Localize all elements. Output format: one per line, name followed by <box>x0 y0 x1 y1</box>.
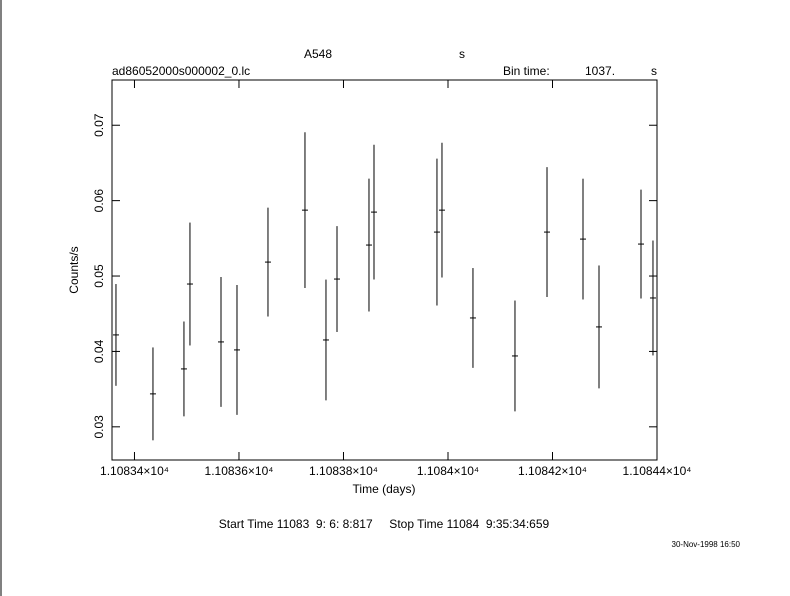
plot-frame <box>111 79 658 461</box>
y-tick-label: 0.07 <box>92 113 106 137</box>
x-tick-label: 1.10844×10⁴ <box>623 464 692 478</box>
footer: Start Time 11083 9: 6: 8:817 Stop Time 1… <box>219 517 550 531</box>
bin-unit: s <box>651 64 657 78</box>
date-stamp: 30-Nov-1998 16:50 <box>672 540 741 549</box>
subtitle: ad86052000s000002_0.lc <box>112 64 250 78</box>
title-unit: s <box>459 47 465 61</box>
x-tick-label: 1.1084×10⁴ <box>417 464 479 478</box>
bin-value: 1037. <box>585 64 615 78</box>
x-tick-label: 1.10836×10⁴ <box>205 464 274 478</box>
y-tick-label: 0.03 <box>92 415 106 439</box>
y-tick-label: 0.05 <box>92 264 106 288</box>
y-tick-label: 0.06 <box>92 189 106 213</box>
bin-label: Bin time: <box>503 64 550 78</box>
x-tick-label: 1.10834×10⁴ <box>100 464 169 478</box>
x-tick-label: 1.10838×10⁴ <box>309 464 378 478</box>
x-axis-label: Time (days) <box>353 482 416 496</box>
y-axis-label: Counts/s <box>67 246 81 293</box>
x-tick-label: 1.10842×10⁴ <box>518 464 587 478</box>
chart-title: A548 <box>304 47 332 61</box>
y-tick-label: 0.04 <box>92 339 106 363</box>
